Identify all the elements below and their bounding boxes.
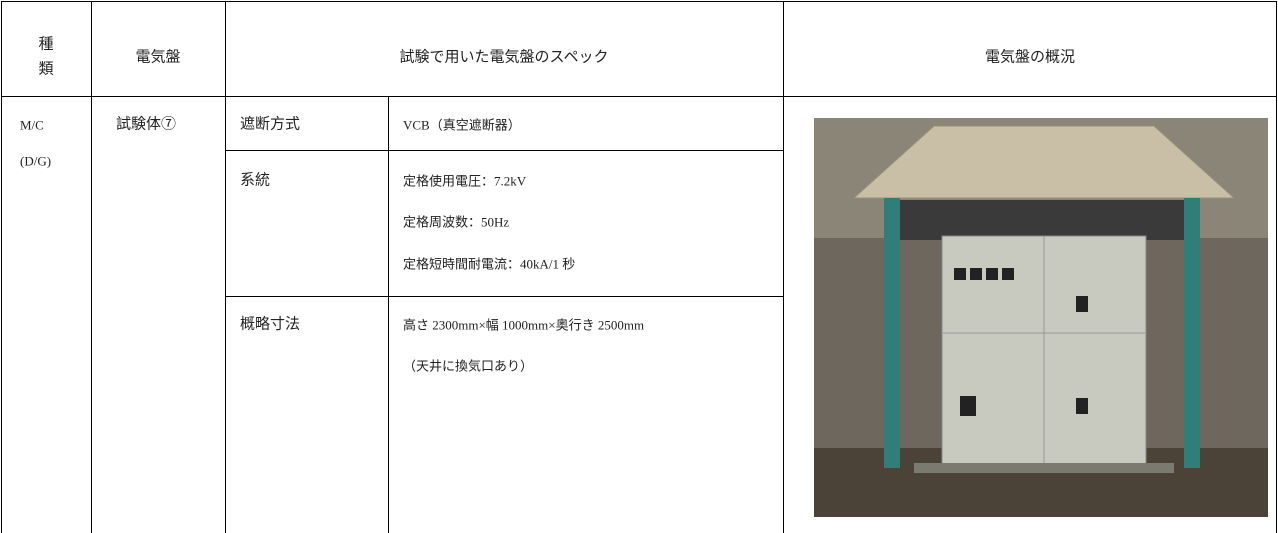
header-cell: 種 — [38, 36, 54, 53]
type-cell: M/C — [20, 117, 44, 133]
rule — [783, 1, 784, 533]
header-cell: 試験で用いた電気盤のスペック — [399, 49, 609, 66]
panel-photo — [814, 118, 1268, 517]
rule — [1, 96, 1277, 97]
rule — [388, 96, 389, 533]
rule — [1, 1, 2, 533]
spec-line: 定格使用電圧：7.2kV — [403, 173, 527, 189]
header-cell: 電気盤の概況 — [984, 49, 1076, 66]
rule — [1, 1, 1277, 2]
type-cell: (D/G) — [20, 153, 52, 169]
rule — [225, 296, 783, 297]
spec-line: 定格短時間耐電流：40kA/1 秒 — [403, 256, 576, 272]
spec-item: 遮断方式 — [240, 116, 301, 133]
spec-item: 概略寸法 — [240, 316, 301, 333]
rule — [1276, 1, 1277, 533]
header-cell: 電気盤 — [135, 49, 181, 66]
spec-line: VCB（真空遮断器） — [403, 117, 521, 133]
rule — [225, 1, 226, 533]
rule — [225, 150, 783, 151]
spec-line: 高さ 2300mm×幅 1000mm×奥行き 2500mm — [403, 317, 645, 333]
header-cell: 類 — [38, 61, 54, 78]
spec-line: （天井に換気口あり） — [403, 358, 534, 374]
spec-item: 系統 — [240, 172, 271, 189]
spec-line: 定格周波数：50Hz — [403, 214, 510, 230]
panel-cell: 試験体⑦ — [116, 116, 177, 133]
rule — [91, 1, 92, 533]
